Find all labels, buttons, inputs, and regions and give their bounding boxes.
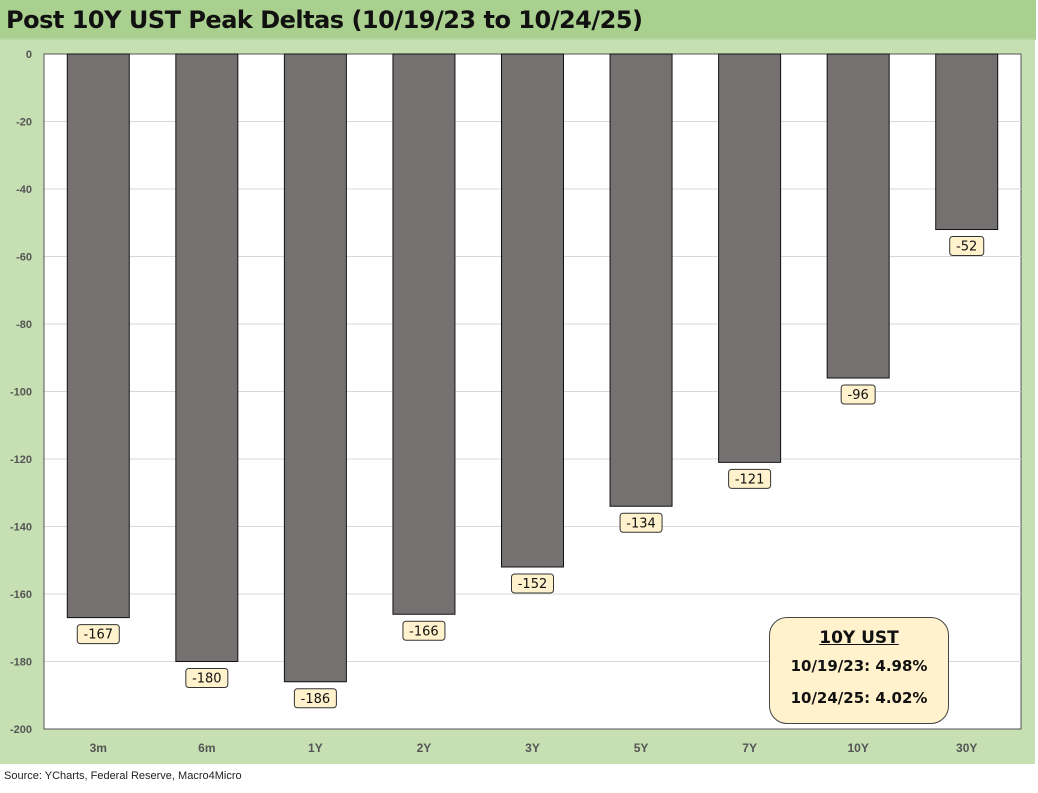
x-tick-label: 30Y	[956, 741, 977, 755]
y-tick-label: 0	[26, 49, 32, 61]
bar	[718, 53, 782, 463]
data-label-box	[949, 236, 985, 256]
x-tick-label: 2Y	[417, 741, 432, 755]
data-label-box	[728, 468, 772, 489]
bar	[66, 53, 130, 619]
y-tick-label: -180	[10, 657, 32, 669]
data-label: -186	[301, 692, 331, 707]
data-label-box	[402, 620, 446, 641]
x-tick-label: 6m	[198, 741, 215, 755]
data-label-box	[293, 688, 337, 709]
bar	[392, 53, 456, 615]
title-bar: Post 10Y UST Peak Deltas (10/19/23 to 10…	[0, 0, 1036, 40]
bar	[935, 53, 999, 230]
x-tick-label: 10Y	[847, 741, 868, 755]
annotation-row: 10/24/25: 4.02%	[790, 689, 928, 707]
data-label-box	[185, 668, 229, 688]
data-label: -52	[956, 240, 977, 255]
data-label: -121	[735, 472, 765, 487]
y-tick-label: -140	[10, 522, 32, 534]
data-label: -134	[626, 516, 656, 531]
x-tick-label: 1Y	[308, 741, 323, 755]
source-note: Source: YCharts, Federal Reserve, Macro4…	[4, 770, 242, 782]
x-tick-label: 3m	[90, 741, 107, 755]
data-label: -152	[518, 577, 548, 592]
bar	[609, 53, 673, 507]
y-tick-label: -100	[10, 387, 32, 399]
data-label: -96	[848, 388, 869, 403]
data-label: -167	[84, 628, 114, 643]
chart-title: Post 10Y UST Peak Deltas (10/19/23 to 10…	[6, 6, 643, 34]
y-tick-label: -80	[16, 319, 32, 331]
y-tick-label: -120	[10, 454, 32, 466]
x-tick-label: 7Y	[742, 741, 757, 755]
data-label: -166	[409, 624, 439, 639]
bar	[826, 53, 890, 379]
y-tick-label: -20	[16, 117, 32, 129]
x-tick-label: 3Y	[525, 741, 540, 755]
data-label-box	[511, 573, 554, 594]
annotation-row: 10/19/23: 4.98%	[790, 657, 928, 675]
data-label-box	[76, 624, 120, 645]
data-label-box	[619, 512, 663, 533]
y-tick-label: -40	[16, 184, 32, 196]
y-tick-label: -160	[10, 589, 32, 601]
data-label-box	[840, 384, 876, 405]
annotation-title: 10Y UST	[819, 628, 899, 648]
bar	[501, 53, 564, 568]
bar	[175, 53, 239, 662]
bar	[283, 53, 347, 683]
y-tick-label: -200	[10, 724, 32, 736]
x-tick-label: 5Y	[634, 741, 649, 755]
y-tick-label: -60	[16, 252, 32, 264]
annotation-box: 10Y UST 10/19/23: 4.98% 10/24/25: 4.02%	[769, 617, 949, 724]
data-label: -180	[192, 672, 222, 687]
